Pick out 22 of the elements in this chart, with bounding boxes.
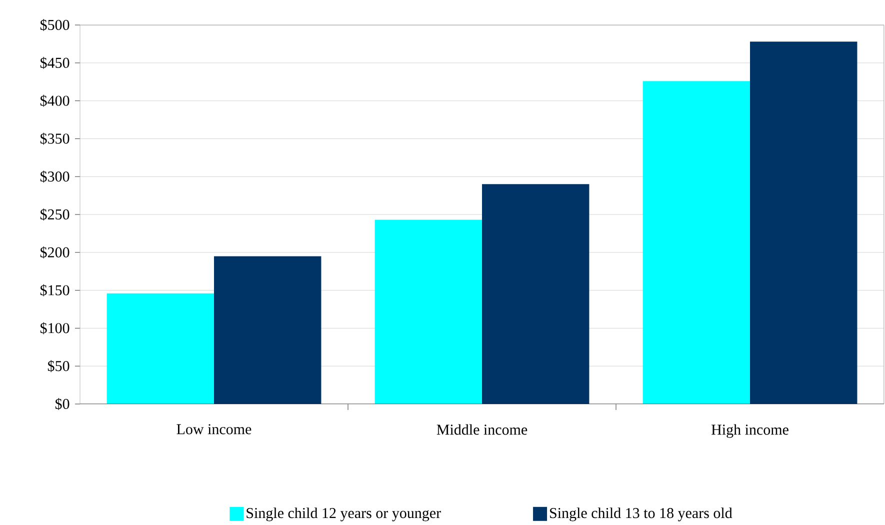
- y-tick-label: $0: [55, 398, 70, 410]
- y-tick-label: $150: [40, 284, 70, 296]
- y-tick-label: $450: [40, 56, 70, 69]
- bar: [750, 42, 858, 404]
- legend-label: Single child 12 years or younger: [246, 508, 441, 522]
- y-tick-label: $100: [40, 322, 70, 334]
- y-tick-label: $250: [40, 208, 70, 220]
- y-tick-label: $200: [40, 246, 70, 258]
- y-tick-label: $300: [40, 170, 70, 183]
- y-tick-label: $50: [48, 360, 70, 372]
- x-tick-label: High income: [711, 424, 788, 438]
- x-tick-label: Low income: [176, 424, 252, 434]
- bar: [214, 256, 322, 404]
- bar: [482, 184, 590, 404]
- legend-label: Single child 13 to 18 years old: [550, 508, 732, 522]
- bar: [642, 81, 750, 404]
- y-tick-label: $400: [40, 94, 70, 107]
- y-tick-label: $500: [40, 19, 70, 31]
- bar: [374, 220, 482, 404]
- bar: [106, 293, 214, 404]
- y-tick-label: $350: [40, 132, 70, 145]
- x-tick-label: Middle income: [436, 424, 528, 435]
